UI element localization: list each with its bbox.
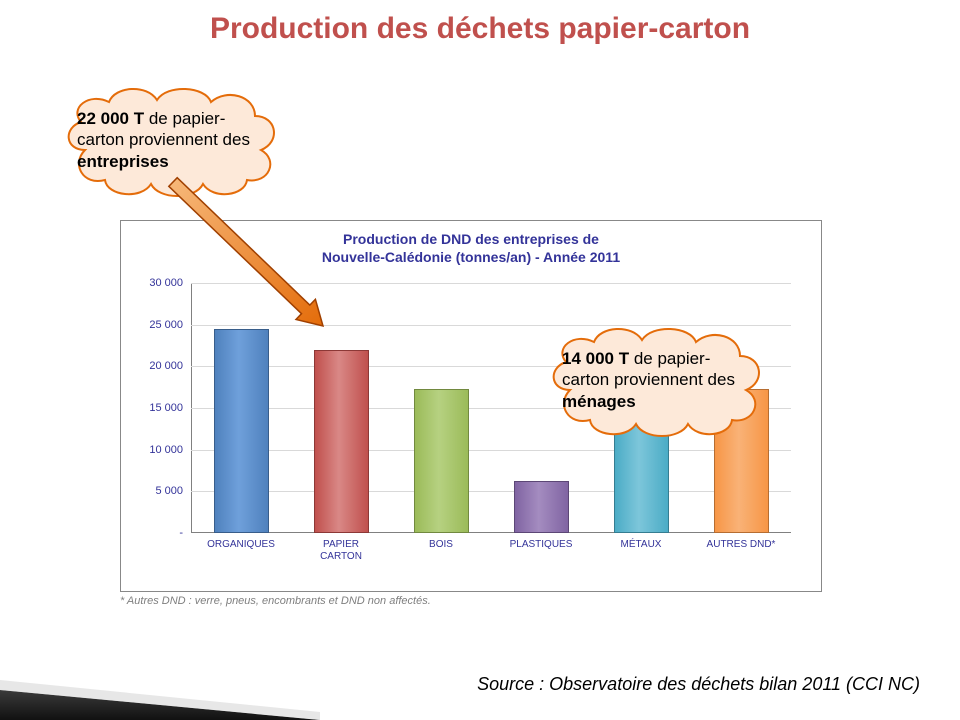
callout-bold-1: 22 000 T [77, 109, 144, 128]
callout-bold-2: entreprises [77, 152, 169, 171]
xtick-label: PLASTIQUES [491, 533, 591, 551]
bar [514, 481, 569, 534]
callout-bold-2: ménages [562, 392, 636, 411]
bar [214, 329, 269, 533]
ytick-label: 30 000 [149, 277, 183, 289]
gridline [191, 450, 791, 451]
callout-bold-1: 14 000 T [562, 349, 629, 368]
chart-title-line1: Production de DND des entreprises de [343, 231, 599, 247]
xtick-label: BOIS [391, 533, 491, 551]
callout-text: 22 000 T de papier-carton proviennent de… [77, 108, 263, 172]
xtick-label: MÉTAUX [591, 533, 691, 551]
decorative-wedge [0, 630, 320, 720]
bar [314, 350, 369, 533]
callout-entreprises: 22 000 T de papier-carton proviennent de… [55, 80, 285, 200]
ytick-label: 5 000 [155, 485, 183, 497]
xtick-label: ORGANIQUES [191, 533, 291, 551]
source-text: Source : Observatoire des déchets bilan … [477, 674, 920, 695]
slide-title: Production des déchets papier-carton [0, 12, 960, 46]
ytick-label: 20 000 [149, 360, 183, 372]
chart-footnote: * Autres DND : verre, pneus, encombrants… [120, 595, 431, 607]
gridline [191, 283, 791, 284]
bar [414, 389, 469, 533]
chart-title: Production de DND des entreprises de Nou… [121, 221, 821, 272]
xtick-label: PAPIERCARTON [291, 533, 391, 563]
callout-menages: 14 000 T de papier-carton proviennent de… [540, 320, 770, 440]
callout-text: 14 000 T de papier-carton proviennent de… [562, 348, 748, 412]
ytick-label: 10 000 [149, 444, 183, 456]
ytick-label: 25 000 [149, 319, 183, 331]
chart-title-line2: Nouvelle-Calédonie (tonnes/an) - Année 2… [322, 249, 620, 265]
gridline [191, 491, 791, 492]
ytick-label: - [179, 527, 183, 539]
xtick-label: AUTRES DND* [691, 533, 791, 551]
ytick-label: 15 000 [149, 402, 183, 414]
